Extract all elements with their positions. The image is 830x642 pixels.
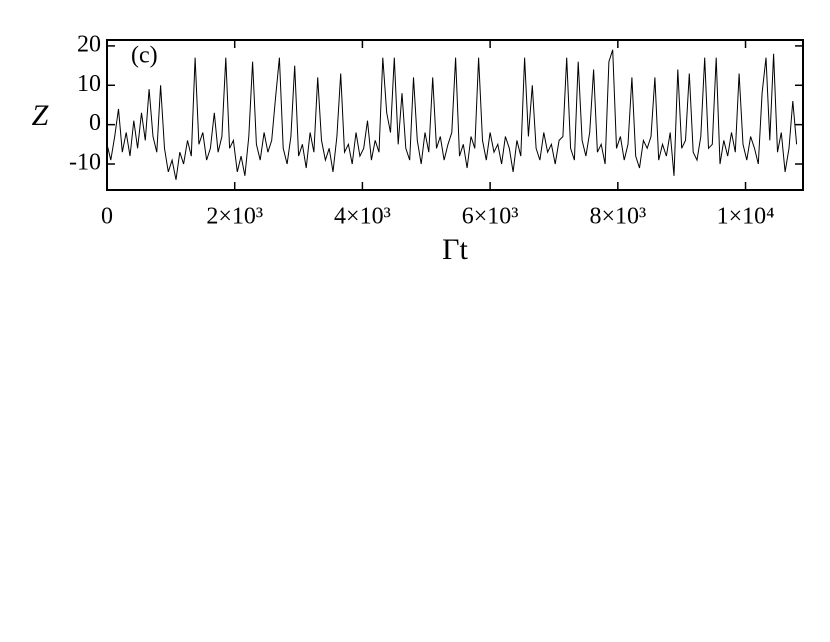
x-tick-label: 1×10⁴ xyxy=(717,204,775,230)
x-tick-label: 6×10³ xyxy=(462,204,519,230)
y-tick-label: 20 xyxy=(77,31,101,57)
y-tick-label: 10 xyxy=(77,71,101,97)
annotation: (c) xyxy=(131,43,158,69)
y-axis-label: Z xyxy=(32,99,49,132)
x-tick-label: 0 xyxy=(101,204,113,230)
y-tick-label: 0 xyxy=(89,110,101,136)
x-tick-label: 8×10³ xyxy=(589,204,646,230)
y-tick-label: -10 xyxy=(69,150,101,176)
x-tick-label: 2×10³ xyxy=(206,204,263,230)
data-line xyxy=(106,49,798,180)
x-axis-label: Γt xyxy=(442,233,468,266)
plot-frame xyxy=(106,39,804,191)
x-tick-label: 4×10³ xyxy=(334,204,391,230)
